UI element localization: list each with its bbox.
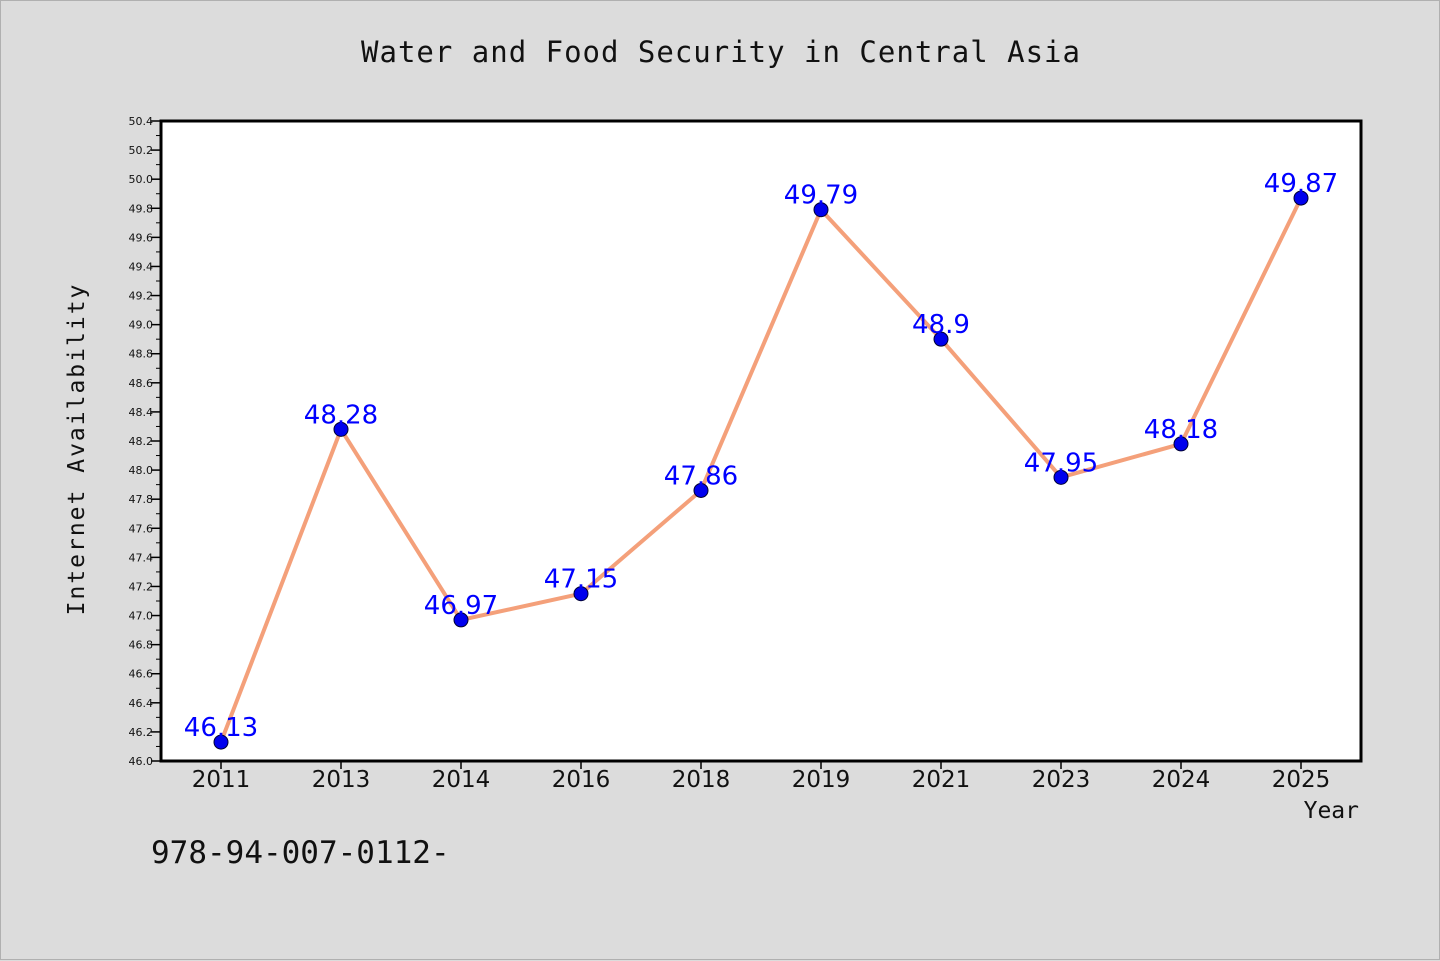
- data-label: 48.28: [304, 400, 378, 430]
- data-point: [693, 482, 709, 498]
- data-point: [1053, 469, 1069, 485]
- x-tick-label: 2014: [432, 767, 491, 793]
- data-point: [1293, 190, 1309, 206]
- data-point: [573, 586, 589, 602]
- isbn-footnote: 978-94-007-0112-: [151, 835, 450, 871]
- x-tick-label: 2016: [552, 767, 611, 793]
- x-tick-label: 2021: [912, 767, 971, 793]
- x-tick-label: 2023: [1032, 767, 1091, 793]
- y-tick-label: 50.2: [129, 144, 154, 157]
- x-tick-label: 2024: [1152, 767, 1211, 793]
- plot-background: [159, 119, 1363, 763]
- data-label: 46.13: [184, 713, 258, 743]
- y-tick-label: 46.6: [129, 668, 154, 681]
- x-axis-label: Year: [1303, 798, 1359, 824]
- series-layer: 46.13 48.28 46.97 47.15 47.86 49.79 48.9 47.95 4…: [184, 169, 1338, 750]
- y-tick-label: 47.4: [129, 551, 154, 564]
- x-axis: 2011 2013 2014 2016 2018 2019 2021 2023 2024 2025: [192, 761, 1331, 793]
- x-tick-label: 2013: [312, 767, 371, 793]
- data-label: 49.79: [784, 181, 858, 211]
- y-tick-label: 48.0: [129, 464, 154, 477]
- y-tick-label: 47.2: [129, 580, 154, 593]
- data-label: 49.87: [1264, 169, 1338, 199]
- y-tick-label: 49.0: [129, 319, 154, 332]
- x-tick-label: 2011: [192, 767, 251, 793]
- y-tick-label: 48.2: [129, 435, 154, 448]
- data-label: 47.15: [544, 565, 618, 595]
- y-tick-label: 46.2: [129, 726, 154, 739]
- x-tick-label: 2025: [1272, 767, 1331, 793]
- data-label: 46.97: [424, 591, 498, 621]
- data-point: [213, 734, 229, 750]
- x-tick-label: 2019: [792, 767, 851, 793]
- y-tick-label: 47.0: [129, 610, 154, 623]
- data-point: [333, 421, 349, 437]
- y-tick-label: 48.4: [129, 406, 154, 419]
- y-tick-label: 48.6: [129, 377, 154, 390]
- x-tick-label: 2018: [672, 767, 731, 793]
- y-tick-label: 47.6: [129, 522, 154, 535]
- data-point: [1173, 436, 1189, 452]
- data-label: 48.18: [1144, 415, 1218, 445]
- y-tick-label: 49.6: [129, 231, 154, 244]
- y-tick-label: 47.8: [129, 493, 154, 506]
- data-label: 48.9: [912, 310, 970, 340]
- y-tick-label: 46.0: [129, 755, 154, 768]
- y-tick-label: 49.2: [129, 290, 154, 303]
- data-point: [453, 612, 469, 628]
- y-tick-label: 46.4: [129, 697, 154, 710]
- data-label: 47.95: [1024, 448, 1098, 478]
- y-tick-label: 48.8: [129, 348, 154, 361]
- y-tick-label: 50.0: [129, 173, 154, 186]
- chart-title: Water and Food Security in Central Asia: [361, 35, 1081, 69]
- y-tick-label: 50.4: [129, 115, 154, 128]
- series-line: [219, 197, 1303, 743]
- y-tick-label: 46.8: [129, 639, 154, 652]
- y-axis: 46.0 46.2 46.4 46.6 46.8 47.0 47.2 47.4 47.6 47.8…: [129, 115, 161, 768]
- data-point: [933, 331, 949, 347]
- y-tick-label: 49.4: [129, 260, 154, 273]
- data-label: 47.86: [664, 461, 738, 491]
- data-point: [813, 202, 829, 218]
- y-tick-label: 49.8: [129, 202, 154, 215]
